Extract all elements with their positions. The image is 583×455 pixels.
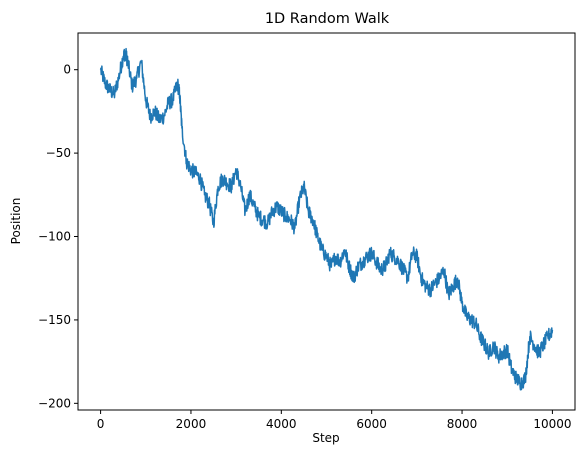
chart-title: 1D Random Walk	[265, 11, 390, 27]
y-axis-label: Position	[9, 198, 23, 245]
x-tick-label: 10000	[533, 417, 571, 431]
x-tick-label: 6000	[356, 417, 387, 431]
x-tick-label: 0	[97, 417, 105, 431]
y-tick-label: −100	[38, 230, 71, 244]
y-tick-label: −150	[38, 313, 71, 327]
y-tick-label: 0	[63, 63, 71, 77]
y-tick-label: −50	[46, 146, 71, 160]
x-axis-ticks: 0 2000 4000 6000 8000 10000	[97, 410, 572, 431]
plot-area	[99, 47, 554, 391]
x-tick-label: 2000	[176, 417, 207, 431]
x-axis-label: Step	[312, 431, 339, 445]
y-tick-label: −200	[38, 396, 71, 410]
x-tick-label: 8000	[447, 417, 478, 431]
y-axis-ticks: 0 −50 −100 −150 −200	[38, 63, 78, 410]
x-tick-label: 4000	[266, 417, 297, 431]
random-walk-line	[99, 47, 554, 391]
axes-frame	[77, 32, 576, 411]
